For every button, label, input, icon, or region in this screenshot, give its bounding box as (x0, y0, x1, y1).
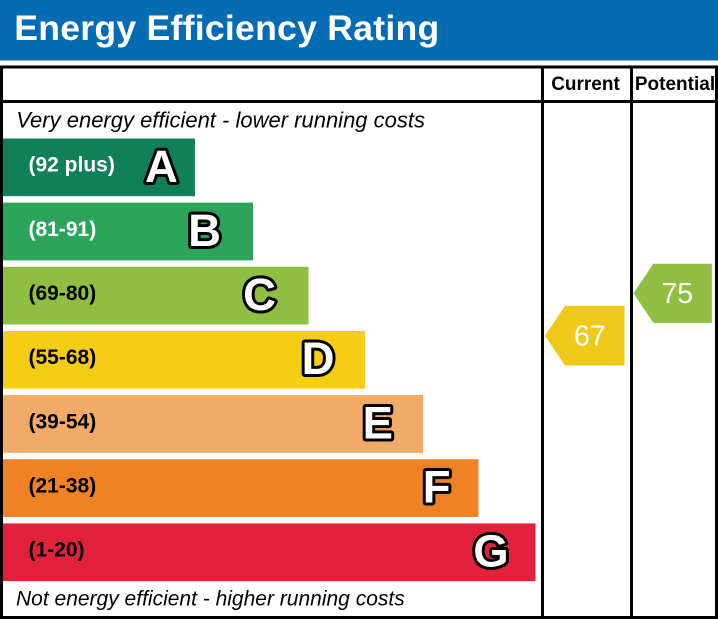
svg-text:B: B (188, 205, 221, 256)
svg-text:A: A (145, 141, 178, 192)
svg-text:(81-91): (81-91) (29, 218, 97, 241)
svg-text:F: F (423, 462, 451, 513)
svg-text:(39-54): (39-54) (29, 410, 97, 433)
svg-text:C: C (243, 269, 276, 320)
svg-text:Energy Efficiency Rating: Energy Efficiency Rating (14, 8, 439, 48)
svg-text:(1-20): (1-20) (29, 539, 85, 562)
svg-text:(69-80): (69-80) (29, 282, 97, 305)
svg-text:D: D (302, 333, 335, 384)
svg-text:Very energy efficient - lower: Very energy efficient - lower running co… (16, 107, 425, 132)
svg-text:(55-68): (55-68) (29, 346, 97, 369)
svg-text:Potential: Potential (635, 74, 715, 95)
svg-text:(21-38): (21-38) (29, 474, 97, 497)
svg-text:G: G (473, 526, 508, 577)
svg-text:67: 67 (574, 320, 606, 352)
svg-text:E: E (363, 397, 393, 448)
svg-text:Not energy efficient - higher: Not energy efficient - higher running co… (16, 587, 405, 610)
svg-text:Current: Current (551, 74, 620, 95)
svg-text:75: 75 (661, 278, 693, 310)
svg-text:(92 plus): (92 plus) (29, 154, 115, 177)
